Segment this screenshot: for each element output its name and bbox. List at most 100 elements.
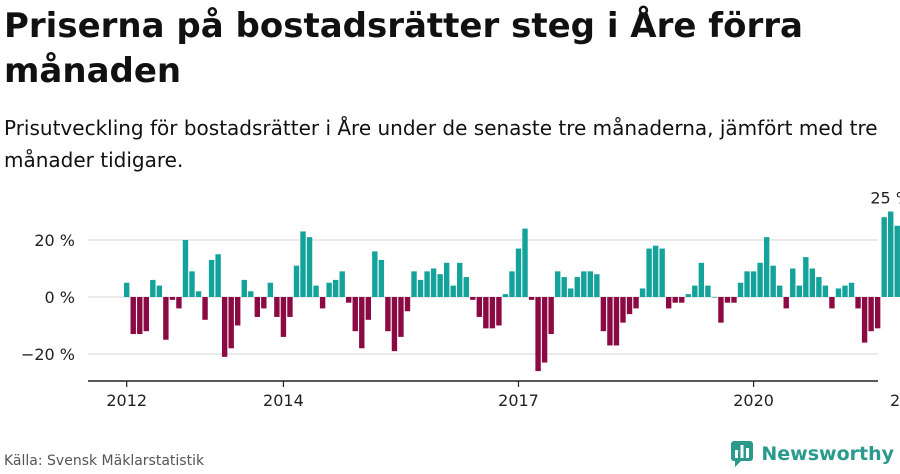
data-bar [685,294,691,297]
data-bar [293,265,300,297]
data-bar [594,274,600,297]
data-bar [587,271,594,297]
data-bar [443,262,450,297]
data-bar [143,297,149,332]
data-bar [404,297,411,312]
data-bar [672,297,678,303]
data-bar [385,297,391,332]
data-bar [711,297,718,298]
data-bar [698,262,705,297]
newsworthy-logo[interactable]: Newsworthy [731,441,894,467]
data-bar [535,297,541,372]
data-bar [496,297,502,326]
newsworthy-logo-text: Newsworthy [761,443,894,465]
data-bar [378,259,385,297]
data-bar [750,271,757,297]
data-bar [705,285,711,297]
data-bar [665,297,672,309]
data-bar [274,297,280,317]
data-bar [332,279,339,297]
data-bar [613,297,620,346]
data-bar [339,271,345,297]
data-bar [639,288,646,297]
data-bar [816,277,822,297]
data-bar [319,297,326,309]
data-bar [692,285,698,297]
source-note: Källa: Svensk Mäklarstatistik [4,453,205,469]
data-bar [267,282,274,297]
data-bar [796,285,802,297]
data-bar [280,297,287,337]
data-bar [881,217,887,297]
x-tick-label: 2022 [890,391,900,410]
data-bar [235,297,241,326]
data-bar [352,297,358,332]
data-bar [737,282,744,297]
data-bar [470,297,476,300]
data-bar [372,251,378,297]
data-bar [783,297,789,309]
data-bar [548,297,554,335]
data-bar [679,297,685,303]
data-bar [313,285,319,297]
data-bar [522,228,528,297]
data-bar [568,288,574,297]
data-bar [463,277,469,297]
data-bar [861,297,868,343]
data-bar [835,288,842,297]
data-bar [724,297,731,303]
data-bar [515,248,522,297]
y-tick-label: 0 % [45,288,75,307]
data-bar [169,297,176,300]
data-bar [437,274,443,297]
data-bar [248,291,254,297]
data-bar [365,297,372,320]
data-bar [195,291,202,297]
data-bar [261,297,267,309]
data-bar [652,245,659,297]
data-bar [254,297,260,317]
data-bar [300,231,306,297]
data-bar [822,285,829,297]
data-bar [620,297,626,323]
data-bar [189,271,195,297]
data-bar [509,271,515,297]
data-bar [359,297,365,349]
data-bar [398,297,404,337]
data-bar [228,297,234,349]
data-bar [457,262,463,297]
data-bar [855,297,861,309]
data-bar [803,257,809,297]
data-bar [659,248,665,297]
data-bar [829,297,835,309]
x-tick-label: 2017 [498,391,539,410]
data-bar [450,285,456,297]
data-bar [241,279,247,297]
data-bar [790,268,796,297]
chart-subtitle: Prisutveckling för bostadsrätter i Åre u… [4,116,878,172]
data-bar [633,297,639,309]
data-bar [731,297,737,303]
data-bar [208,259,215,297]
data-bar [221,297,228,357]
data-bar [163,297,169,340]
data-bar [770,265,776,297]
data-bar [744,271,750,297]
data-bar [600,297,607,332]
data-bar [574,277,580,297]
data-bar [848,282,855,297]
data-bar [202,297,208,320]
data-bar [541,297,548,363]
x-tick-label: 2020 [733,391,774,410]
data-bar [176,297,182,309]
data-bar [809,268,816,297]
data-bar [561,277,567,297]
data-bar [130,297,136,335]
data-bar [215,254,221,297]
data-bar [502,294,509,297]
data-bar [842,285,848,297]
data-bar [424,271,430,297]
data-bar [182,240,189,297]
data-bar [894,225,900,297]
data-bar [888,211,894,297]
